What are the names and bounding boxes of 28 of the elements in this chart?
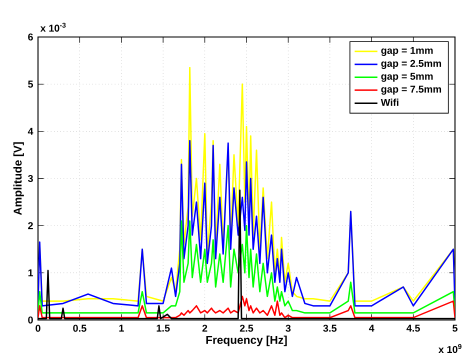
x-tick-label: 5: [452, 324, 458, 332]
legend-label: gap = 1mm: [381, 46, 433, 56]
x-tick-label: 0.5: [73, 324, 86, 332]
legend-label: Wifi: [380, 98, 398, 106]
x-tick-label: 4: [368, 324, 374, 332]
y-tick-label: 1: [28, 269, 34, 276]
x-tick-label: 2.5: [240, 324, 254, 332]
legend-label: gap = 2.5mm: [381, 60, 442, 69]
x-tick-label: 3: [286, 324, 291, 332]
legend-label: gap = 7.5mm: [381, 86, 442, 95]
y-tick-label: 6: [28, 33, 33, 41]
y-axis-title: Amplitude [V]: [13, 142, 24, 216]
x-tick-label: 1.5: [156, 324, 170, 332]
x-tick-label: 2: [202, 324, 208, 332]
text: x 10$^{9}$: [438, 344, 462, 354]
text: x 10$^{-3}$: [40, 22, 66, 32]
y-tick-label: 5: [28, 80, 34, 88]
x-tick-label: 4.5: [406, 324, 420, 332]
x-axis-title: Frequency [Hz]: [206, 336, 287, 346]
y-tick-label: 0: [28, 316, 33, 324]
x-tick-label: 1: [119, 324, 124, 332]
y-tick-label: 2: [28, 222, 33, 230]
y-tick-label: 3: [28, 174, 33, 182]
x-tick-label: 3.5: [323, 324, 337, 332]
line-series: [38, 140, 455, 307]
y-tick-label: 4: [28, 128, 34, 135]
x-tick-label: 0: [36, 324, 40, 332]
legend-label: gap = 5mm: [381, 72, 433, 82]
